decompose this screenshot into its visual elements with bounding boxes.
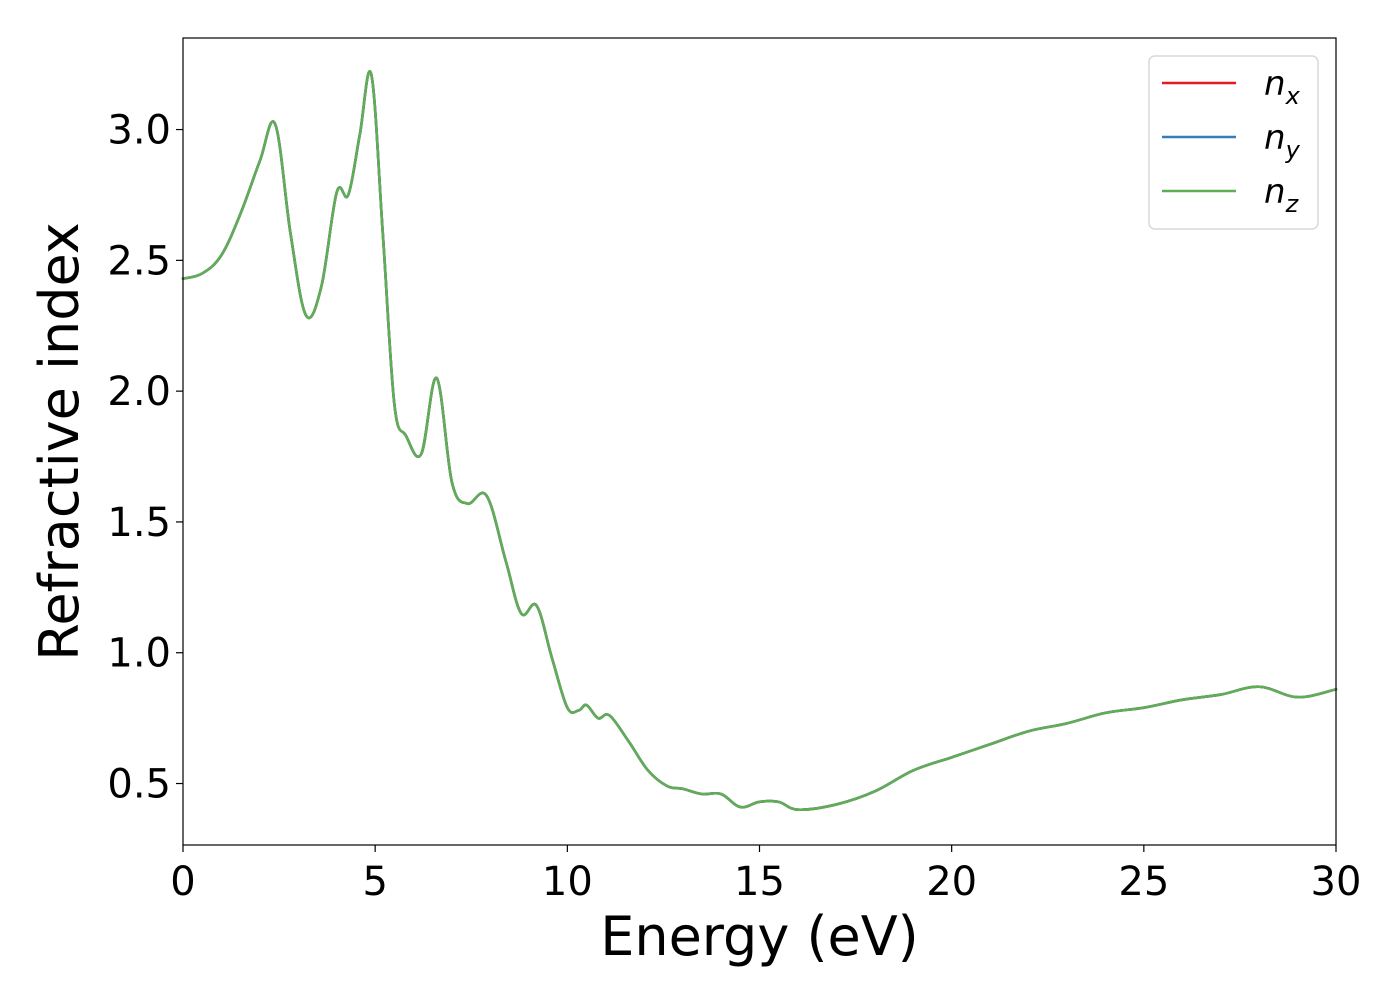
legend-label: nz bbox=[1264, 172, 1300, 218]
x-axis-label: Energy (eV) bbox=[600, 905, 919, 968]
plot-area bbox=[181, 37, 1338, 846]
y-axis-label: Refractive index bbox=[28, 222, 91, 661]
plot-background bbox=[183, 38, 1336, 845]
series-line-z bbox=[181, 70, 1338, 812]
x-axis: 0 5 10 15 20 25 30 bbox=[170, 845, 1361, 905]
legend-label: nx bbox=[1264, 64, 1301, 110]
legend-entry-y: ny bbox=[1162, 118, 1301, 164]
x-tick-label: 15 bbox=[734, 859, 785, 905]
y-tick-label: 1.5 bbox=[107, 500, 171, 546]
legend-entries: nx ny nz bbox=[1162, 64, 1301, 218]
legend-entry-z: nz bbox=[1162, 172, 1300, 218]
series-layer bbox=[181, 70, 1338, 812]
y-tick-label: 0.5 bbox=[107, 762, 171, 808]
legend-box bbox=[1148, 55, 1319, 230]
y-tick-label: 2.0 bbox=[107, 369, 171, 415]
legend: nx ny nz bbox=[1148, 55, 1319, 230]
x-tick-label: 20 bbox=[926, 859, 977, 905]
x-tick-label: 30 bbox=[1311, 859, 1362, 905]
y-tick-label: 2.5 bbox=[107, 238, 171, 284]
y-tick-label: 1.0 bbox=[107, 631, 171, 677]
x-tick-label: 0 bbox=[170, 859, 195, 905]
x-tick-label: 25 bbox=[1118, 859, 1169, 905]
x-tick-label: 5 bbox=[362, 859, 387, 905]
legend-label: ny bbox=[1264, 118, 1301, 164]
y-axis: 0.5 1.0 1.5 2.0 2.5 3.0 bbox=[107, 108, 183, 808]
x-tick-label: 10 bbox=[542, 859, 593, 905]
y-tick-label: 3.0 bbox=[107, 108, 171, 154]
legend-entry-x: nx bbox=[1162, 64, 1301, 110]
